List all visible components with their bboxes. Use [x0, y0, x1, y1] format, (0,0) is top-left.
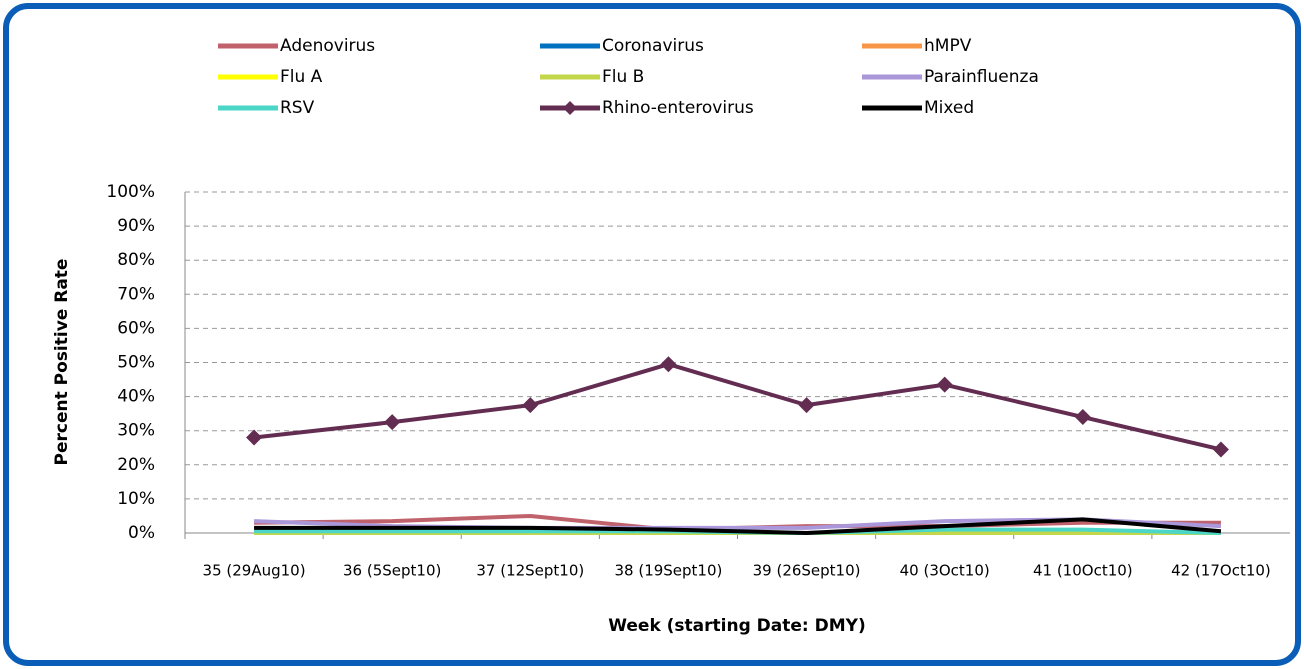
- x-tick-label: 42 (17Oct10): [1171, 562, 1271, 580]
- y-tick-label: 20%: [117, 455, 155, 475]
- point: [1074, 409, 1091, 426]
- x-tick-label: 39 (26Sept10): [753, 562, 861, 580]
- legend-label: Mixed: [924, 98, 974, 118]
- legend-label: Parainfluenza: [924, 67, 1039, 87]
- point: [522, 397, 539, 414]
- point: [384, 414, 401, 431]
- legend-label: RSV: [280, 98, 315, 118]
- y-tick-label: 60%: [117, 318, 155, 338]
- x-tick-label: 38 (19Sept10): [614, 562, 722, 580]
- point: [936, 376, 953, 393]
- legend-label: Flu B: [602, 67, 644, 87]
- legend-label: Flu A: [280, 67, 323, 87]
- x-axis-label: Week (starting Date: DMY): [608, 616, 866, 636]
- series-line: [254, 517, 1222, 535]
- series-line: [253, 362, 1222, 452]
- legend-label: hMPV: [924, 36, 972, 56]
- legend-marker: [563, 101, 577, 115]
- y-axis-label: Percent Positive Rate: [52, 259, 72, 466]
- x-tick-label: 40 (3Oct10): [900, 562, 990, 580]
- y-tick-label: 40%: [117, 387, 155, 407]
- y-tick-label: 0%: [128, 523, 155, 543]
- y-tick-label: 90%: [117, 216, 155, 236]
- y-tick-label: 10%: [117, 489, 155, 509]
- x-tick-label: 37 (12Sept10): [476, 562, 584, 580]
- y-tick-label: 50%: [117, 353, 155, 373]
- legend-label: Adenovirus: [280, 36, 375, 56]
- point: [798, 397, 815, 414]
- x-tick-label: 41 (10Oct10): [1033, 562, 1133, 580]
- x-tick-label: 35 (29Aug10): [203, 562, 306, 580]
- y-tick-label: 30%: [117, 421, 155, 441]
- legend-label: Coronavirus: [602, 36, 704, 56]
- y-tick-label: 70%: [117, 284, 155, 304]
- x-tick-label: 36 (5Sept10): [343, 562, 441, 580]
- point: [1212, 441, 1229, 458]
- point: [246, 429, 263, 446]
- y-tick-label: 100%: [106, 182, 155, 202]
- legend-label: Rhino-enterovirus: [602, 98, 754, 118]
- y-tick-label: 80%: [117, 250, 155, 270]
- point: [660, 356, 677, 373]
